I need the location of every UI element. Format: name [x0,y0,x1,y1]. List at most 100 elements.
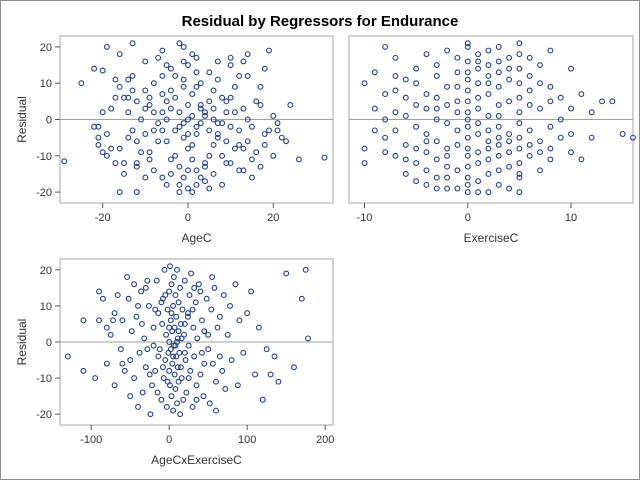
data-point [133,189,140,196]
data-point [240,58,247,65]
data-point [78,80,85,87]
data-point [178,375,185,382]
data-point [150,109,157,116]
data-point [444,174,451,181]
data-point [171,324,178,331]
data-point [174,400,180,407]
data-point [454,127,461,134]
data-point [92,375,99,382]
data-point [138,149,144,156]
data-point [103,324,110,331]
data-point [495,102,502,108]
data-point [526,141,533,148]
data-point [197,105,204,112]
data-point [177,411,184,418]
data-point [248,288,255,295]
data-point [516,189,523,196]
data-point [236,317,243,324]
data-point [116,83,123,90]
data-point [526,72,533,79]
data-point [187,367,194,374]
data-point [168,310,175,317]
data-point [275,378,282,385]
y-tick-label: 10 [40,78,52,90]
data-point [413,65,420,72]
data-point [495,181,502,188]
data-point [464,58,471,65]
data-point [287,102,294,108]
data-point [170,274,177,280]
data-point [176,181,183,188]
data-point [155,120,162,127]
data-point [249,174,255,181]
data-point [223,160,230,167]
data-point [475,178,482,185]
data-point [174,266,180,273]
data-point [167,156,174,163]
data-point [236,167,243,174]
data-point [516,174,523,181]
data-point [223,109,230,116]
data-point [219,120,226,127]
data-point [156,346,163,353]
data-point [110,317,116,324]
data-point [557,134,564,141]
data-point [183,389,190,396]
data-point [197,174,204,181]
data-point [464,181,471,188]
data-point [167,105,174,112]
data-point [295,156,302,163]
data-point [135,404,141,410]
data-point [155,138,162,145]
data-point [568,105,574,112]
data-point [95,123,102,130]
data-point [203,295,210,302]
data-point [444,47,451,54]
data-point [220,292,227,299]
data-point [189,51,196,58]
data-point [402,94,409,101]
data-point [392,152,399,159]
data-point [161,266,168,273]
data-point [464,43,471,50]
data-point [129,72,136,79]
data-point [402,76,409,83]
data-point [485,91,492,98]
x-tick-label: 100 [238,434,256,446]
data-point [495,152,502,159]
data-point [155,54,162,61]
data-point [413,102,420,108]
data-point [174,364,181,371]
data-point [444,83,451,90]
data-point [185,102,191,108]
data-point [266,127,272,134]
data-point [223,138,230,145]
data-point [172,342,179,349]
data-point [444,152,451,159]
data-point [454,83,461,90]
data-point [240,145,247,152]
data-point [201,328,208,335]
data-point [433,156,440,163]
data-point [185,62,191,68]
data-point [146,102,153,108]
data-point [278,134,285,141]
data-point [117,346,124,353]
data-point [119,360,126,367]
data-point [209,274,216,280]
data-point [547,123,554,130]
y-axis-label: Residual [15,96,29,143]
data-point [121,94,127,101]
data-point [382,116,389,123]
data-point [191,284,198,291]
data-point [99,109,106,116]
data-point [244,72,251,79]
data-point [402,112,409,119]
data-point [127,393,134,400]
data-point [413,178,420,185]
data-point [201,360,208,367]
data-point [146,371,153,378]
data-point [495,58,502,65]
data-point [202,160,208,167]
data-point [261,65,268,72]
